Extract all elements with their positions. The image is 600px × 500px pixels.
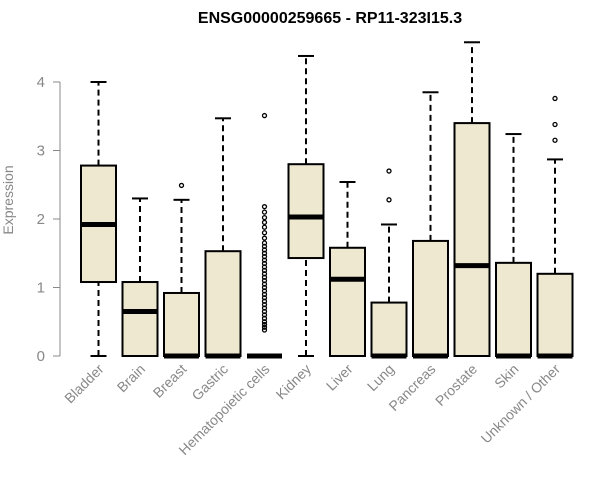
y-tick-label: 1 xyxy=(37,280,45,297)
x-category-label: Skin xyxy=(491,361,522,392)
box-prostate xyxy=(453,41,491,357)
outlier-point xyxy=(386,197,392,203)
iqr-box xyxy=(163,291,200,358)
y-tick-label: 2 xyxy=(37,211,45,228)
y-axis-label: Expression xyxy=(0,165,16,234)
y-tick-label: 4 xyxy=(37,74,45,91)
outlier-point xyxy=(261,214,268,221)
x-category-label: Prostate xyxy=(432,361,480,409)
outlier-point xyxy=(261,230,268,236)
outlier-point xyxy=(178,182,185,189)
x-category-label: Kidney xyxy=(273,361,315,403)
y-tick-label: 0 xyxy=(37,348,45,365)
x-category-label: Lung xyxy=(364,361,397,394)
outlier-point xyxy=(261,321,268,328)
outlier-point xyxy=(261,112,268,119)
outlier-point xyxy=(261,327,268,333)
box-liver xyxy=(329,181,366,358)
box-lung xyxy=(370,168,408,359)
iqr-box xyxy=(412,239,449,357)
box-pancreas xyxy=(412,91,449,359)
iqr-box xyxy=(370,301,408,358)
box-breast xyxy=(163,182,200,359)
outlier-point xyxy=(261,240,268,246)
outlier-point xyxy=(386,168,392,174)
x-category-label: Liver xyxy=(323,361,356,394)
y-axis: 0 1 2 3 4 xyxy=(37,74,61,365)
y-tick-label: 3 xyxy=(37,143,45,160)
iqr-box xyxy=(453,122,491,357)
box-brain xyxy=(121,197,159,357)
iqr-box xyxy=(329,246,366,358)
outlier-point xyxy=(261,324,268,330)
chart-title: ENSG00000259665 - RP11-323I15.3 xyxy=(198,10,462,27)
outlier-point xyxy=(261,209,268,215)
outlier-point xyxy=(261,235,268,241)
iqr-box xyxy=(121,281,159,357)
outlier-point xyxy=(552,95,558,102)
iqr-box xyxy=(287,163,325,260)
box-gastric xyxy=(204,117,242,359)
outlier-point xyxy=(261,204,268,210)
iqr-box xyxy=(495,261,532,357)
box-bladder xyxy=(80,81,117,357)
box-skin xyxy=(495,133,532,359)
box-series xyxy=(80,41,574,359)
outlier-point xyxy=(261,219,268,226)
box-hematopoietic-cells xyxy=(247,112,282,359)
box-kidney xyxy=(287,54,325,357)
iqr-box xyxy=(536,272,574,357)
outlier-point xyxy=(552,121,558,128)
iqr-box xyxy=(204,250,242,358)
x-category-label: Unknown / Other xyxy=(478,361,564,447)
x-category-label: Brain xyxy=(114,361,148,395)
x-category-label: Breast xyxy=(150,361,190,401)
outlier-point xyxy=(261,224,268,230)
outlier-point xyxy=(552,137,558,143)
x-category-label: Bladder xyxy=(61,361,107,407)
box-unknown-other xyxy=(536,95,574,359)
